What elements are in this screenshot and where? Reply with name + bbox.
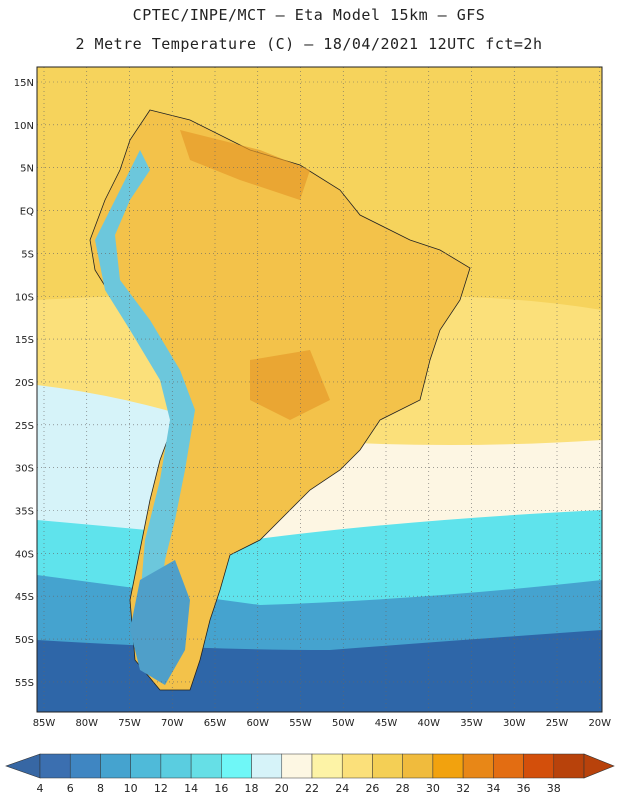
colorbar-swatch (311, 753, 343, 779)
lon-tick-label: 30W (503, 718, 526, 729)
lat-tick-label: 5N (20, 164, 34, 175)
colorbar-swatch (160, 753, 192, 779)
lat-tick-label: 5S (21, 249, 34, 260)
lat-tick-label: 20S (15, 378, 34, 389)
lon-tick-label: 65W (204, 718, 227, 729)
colorbar-tick-label: 24 (335, 782, 349, 795)
lat-tick-label: 50S (15, 635, 34, 646)
lat-tick-label: EQ (20, 207, 34, 218)
colorbar-tick-label: 38 (547, 782, 561, 795)
colorbar-swatch (432, 753, 464, 779)
colorbar-tick-label: 22 (305, 782, 319, 795)
lon-tick-label: 55W (289, 718, 312, 729)
colorbar-swatch (402, 753, 434, 779)
lat-tick-label: 45S (15, 592, 34, 603)
map-frame (36, 66, 603, 713)
colorbar-swatch (100, 753, 131, 779)
lat-tick-label: 30S (15, 464, 34, 475)
colorbar-tick-label: 28 (396, 782, 410, 795)
lon-tick-label: 35W (460, 718, 483, 729)
amazon-hot-region (180, 130, 310, 200)
lon-tick-label: 20W (588, 718, 611, 729)
colorbar-tick-label: 16 (214, 782, 228, 795)
lat-tick-label: 10N (14, 121, 34, 132)
andes-cold-strip (95, 150, 195, 640)
colorbar-tick-label: 6 (67, 782, 74, 795)
colorbar-tick-label: 8 (97, 782, 104, 795)
patagonia-cold-region (130, 560, 190, 685)
lon-tick-label: 70W (161, 718, 184, 729)
colorbar-swatch (281, 753, 313, 779)
colorbar-tick-label: 34 (486, 782, 500, 795)
lon-tick-label: 75W (118, 718, 141, 729)
colorbar-swatch (493, 753, 524, 779)
colorbar-swatch (462, 753, 494, 779)
central-hot-region (250, 350, 330, 420)
colorbar-swatch (190, 753, 222, 779)
lat-tick-label: 10S (15, 292, 34, 303)
lon-tick-label: 60W (246, 718, 269, 729)
colorbar-swatch (523, 753, 555, 779)
lat-tick-label: 15N (14, 78, 34, 89)
colorbar-tick-label: 12 (154, 782, 168, 795)
colorbar-swatch (553, 753, 585, 779)
colorbar-under-triangle (5, 753, 41, 779)
colorbar-tick-label: 10 (124, 782, 138, 795)
colorbar-swatch (39, 753, 71, 779)
lon-tick-label: 25W (546, 718, 569, 729)
colorbar-tick-label: 26 (365, 782, 379, 795)
colorbar-tick-label: 4 (37, 782, 44, 795)
colorbar-tick-label: 32 (456, 782, 470, 795)
chart-title-line1: CPTEC/INPE/MCT – Eta Model 15km – GFS (132, 6, 486, 24)
colorbar-tick-label: 18 (245, 782, 259, 795)
lon-tick-label: 85W (33, 718, 56, 729)
colorbar-over-triangle (583, 753, 615, 779)
colorbar-swatch (372, 753, 403, 779)
colorbar-tick-label: 30 (426, 782, 440, 795)
chart-title-line2: 2 Metre Temperature (C) – 18/04/2021 12U… (75, 35, 543, 53)
colorbar-swatch (69, 753, 101, 779)
colorbar-tick-label: 36 (517, 782, 531, 795)
colorbar-tick-label: 20 (275, 782, 289, 795)
colorbar-tick-label: 14 (184, 782, 198, 795)
lon-tick-label: 50W (332, 718, 355, 729)
lat-tick-label: 25S (15, 421, 34, 432)
lat-tick-label: 35S (15, 507, 34, 518)
colorbar-swatch (221, 753, 252, 779)
colorbar-swatch (341, 753, 373, 779)
lat-tick-label: 55S (15, 678, 34, 689)
colorbar-swatch (251, 753, 283, 779)
lat-tick-label: 15S (15, 335, 34, 346)
lon-tick-label: 45W (375, 718, 398, 729)
lon-tick-label: 80W (75, 718, 98, 729)
lon-tick-label: 40W (417, 718, 440, 729)
lat-tick-label: 40S (15, 549, 34, 560)
colorbar-swatch (130, 753, 162, 779)
